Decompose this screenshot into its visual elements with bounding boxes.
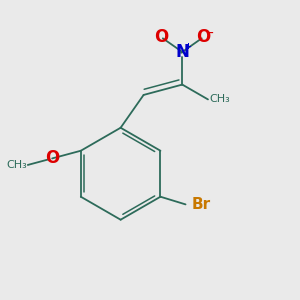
Text: Br: Br xyxy=(191,197,211,212)
Text: −: − xyxy=(206,28,214,38)
Text: CH₃: CH₃ xyxy=(209,94,230,104)
Text: O: O xyxy=(154,28,169,46)
Text: +: + xyxy=(184,42,191,51)
Text: CH₃: CH₃ xyxy=(6,160,27,170)
Text: O: O xyxy=(45,149,59,167)
Text: O: O xyxy=(196,28,210,46)
Text: N: N xyxy=(175,43,189,61)
